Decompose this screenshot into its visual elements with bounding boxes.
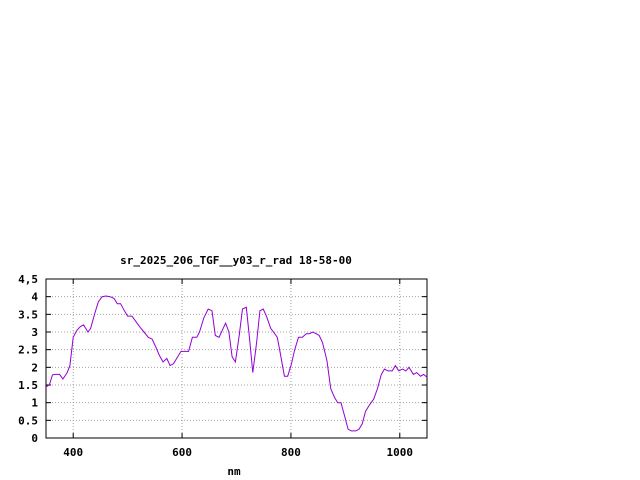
plot-area bbox=[45, 295, 428, 432]
x-tick-label: 600 bbox=[172, 446, 192, 459]
y-tick-label: 1.5 bbox=[18, 379, 38, 392]
axes bbox=[45, 278, 428, 439]
y-tick-label: 1 bbox=[31, 397, 38, 410]
plot-frame bbox=[45, 278, 428, 439]
y-tick-label: 2.5 bbox=[18, 344, 38, 357]
chart-title: sr_2025_206_TGF__y03_r_rad 18-58-00 bbox=[120, 254, 352, 267]
y-tick-label: 4 bbox=[31, 291, 38, 304]
y-tick-label: 3 bbox=[31, 326, 38, 339]
spectrum-line bbox=[45, 295, 428, 432]
tick-labels: 400 600 800 1000 0 0.5 1 1.5 2 2.5 3 3.5 4 4,5 bbox=[18, 273, 413, 459]
y-tick-label: 0.5 bbox=[18, 414, 38, 427]
y-tick-label: 2 bbox=[31, 361, 38, 374]
y-tick-label: 0 bbox=[31, 432, 38, 445]
y-tick-label: 3.5 bbox=[18, 308, 38, 321]
x-tick-label: 800 bbox=[281, 446, 301, 459]
x-tick-label: 400 bbox=[63, 446, 83, 459]
y-tick-label: 4,5 bbox=[18, 273, 38, 286]
x-tick-label: 1000 bbox=[387, 446, 414, 459]
x-axis-label: nm bbox=[227, 465, 241, 478]
